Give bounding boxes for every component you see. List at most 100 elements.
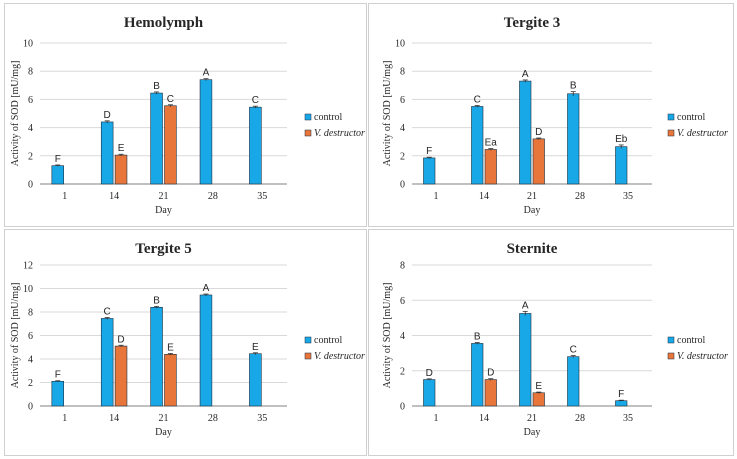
significance-label: F bbox=[618, 389, 624, 400]
x-tick-label: 28 bbox=[575, 413, 585, 424]
legend-swatch-control bbox=[667, 336, 675, 344]
chart-panel: Tergite 5 0 2 4 6 8 10 12 1 F 14 C D 21 B E 28 A 35 E Day Act… bbox=[4, 229, 367, 456]
y-tick-label: 10 bbox=[23, 39, 33, 50]
bar-destructor bbox=[114, 154, 128, 185]
legend-swatch-destructor bbox=[667, 352, 675, 360]
y-tick-label: 12 bbox=[23, 261, 33, 272]
bar-control bbox=[567, 356, 580, 407]
y-tick-label: 0 bbox=[400, 402, 405, 413]
y-axis-title: Activity of SOD [mU/mg] bbox=[10, 61, 21, 167]
significance-label: E bbox=[118, 143, 125, 154]
x-tick-label: 1 bbox=[62, 413, 67, 424]
x-tick-label: 1 bbox=[62, 191, 67, 202]
x-tick-label: 28 bbox=[208, 191, 218, 202]
significance-label: C bbox=[570, 345, 577, 356]
bar-destructor bbox=[484, 379, 497, 407]
bar-control bbox=[199, 294, 213, 407]
bar-control bbox=[100, 121, 114, 185]
significance-label: A bbox=[203, 68, 210, 79]
x-tick-label: 21 bbox=[527, 191, 537, 202]
y-tick-label: 6 bbox=[28, 331, 33, 342]
significance-label: A bbox=[522, 300, 529, 311]
significance-label: D bbox=[117, 334, 124, 345]
x-tick-label: 1 bbox=[434, 413, 439, 424]
significance-label: F bbox=[426, 146, 432, 157]
panel-border bbox=[4, 229, 367, 456]
x-tick-label: 28 bbox=[208, 413, 218, 424]
legend: control V. destructor bbox=[667, 335, 728, 362]
legend-label-destructor: V. destructor bbox=[314, 128, 365, 139]
panel-border bbox=[4, 3, 367, 227]
legend-swatch-control bbox=[667, 113, 675, 121]
significance-label: C bbox=[167, 94, 174, 105]
legend-label-control: control bbox=[314, 112, 343, 123]
y-tick-label: 2 bbox=[28, 151, 33, 162]
bar-control bbox=[150, 306, 163, 407]
chart-title: Tergite 3 bbox=[504, 15, 561, 31]
y-tick-label: 6 bbox=[28, 95, 33, 106]
significance-label: D bbox=[426, 368, 433, 379]
chart-panel: Sternite 0 2 4 6 8 1 D 14 B D 21 A E 28 C 35 F Day Activity… bbox=[368, 229, 734, 456]
significance-label: E bbox=[167, 342, 174, 353]
bar-control bbox=[615, 146, 628, 185]
x-tick-label: 35 bbox=[623, 413, 633, 424]
y-tick-label: 6 bbox=[400, 296, 405, 307]
legend: control V. destructor bbox=[304, 335, 365, 362]
bar-destructor bbox=[164, 353, 177, 407]
chart-title: Sternite bbox=[507, 241, 558, 257]
x-tick-label: 1 bbox=[434, 191, 439, 202]
x-tick-label: 14 bbox=[479, 191, 489, 202]
bar-destructor bbox=[532, 138, 545, 185]
legend-label-control: control bbox=[677, 112, 706, 123]
y-axis-title: Activity of SOD [mU/mg] bbox=[10, 283, 21, 389]
y-tick-label: 8 bbox=[400, 261, 405, 272]
y-tick-label: 2 bbox=[28, 378, 33, 389]
legend-swatch-control bbox=[304, 336, 312, 344]
y-tick-label: 4 bbox=[400, 123, 405, 134]
significance-label: D bbox=[535, 127, 542, 138]
bar-destructor bbox=[484, 149, 497, 185]
bar-control bbox=[567, 93, 580, 185]
legend-swatch-control bbox=[304, 113, 312, 121]
significance-label: Ea bbox=[485, 138, 498, 149]
significance-label: Eb bbox=[615, 134, 628, 145]
bar-control bbox=[150, 92, 163, 185]
significance-label: D bbox=[104, 110, 111, 121]
chart-panel: Tergite 3 0 2 4 6 8 10 1 F 14 C Ea 21 A D 28 B 35 Eb Day Act… bbox=[368, 3, 734, 227]
x-axis-title: Day bbox=[155, 205, 172, 216]
legend-label-destructor: V. destructor bbox=[677, 128, 728, 139]
y-tick-label: 8 bbox=[400, 67, 405, 78]
bar-control bbox=[249, 353, 262, 407]
x-tick-label: 21 bbox=[527, 413, 537, 424]
bar-control bbox=[51, 381, 65, 407]
chart-panel: Hemolymph02468101F14DE21BC28A35CDayActiv… bbox=[4, 3, 367, 227]
legend-label-control: control bbox=[677, 335, 706, 346]
significance-label: D bbox=[487, 368, 494, 379]
legend: control V. destructor bbox=[304, 112, 365, 139]
bar-destructor bbox=[532, 392, 545, 407]
bar-control bbox=[100, 318, 114, 407]
legend-swatch-destructor bbox=[304, 129, 312, 137]
y-tick-label: 0 bbox=[28, 180, 33, 191]
x-tick-label: 35 bbox=[623, 191, 633, 202]
bar-control bbox=[519, 313, 532, 407]
significance-label: A bbox=[522, 69, 529, 80]
y-tick-label: 2 bbox=[400, 151, 405, 162]
legend-label-destructor: V. destructor bbox=[314, 351, 365, 362]
x-tick-label: 14 bbox=[109, 413, 119, 424]
x-tick-label: 14 bbox=[109, 191, 119, 202]
bar-control bbox=[199, 79, 213, 185]
x-axis-title: Day bbox=[524, 205, 541, 216]
significance-label: C bbox=[252, 95, 259, 106]
x-tick-label: 14 bbox=[479, 413, 489, 424]
y-tick-label: 8 bbox=[28, 308, 33, 319]
significance-label: B bbox=[474, 332, 481, 343]
legend: control V. destructor bbox=[667, 112, 728, 139]
chart-title: Hemolymph bbox=[124, 15, 204, 31]
x-tick-label: 35 bbox=[257, 413, 267, 424]
significance-label: B bbox=[153, 81, 160, 92]
legend-label-destructor: V. destructor bbox=[677, 351, 728, 362]
significance-label: A bbox=[203, 283, 210, 294]
